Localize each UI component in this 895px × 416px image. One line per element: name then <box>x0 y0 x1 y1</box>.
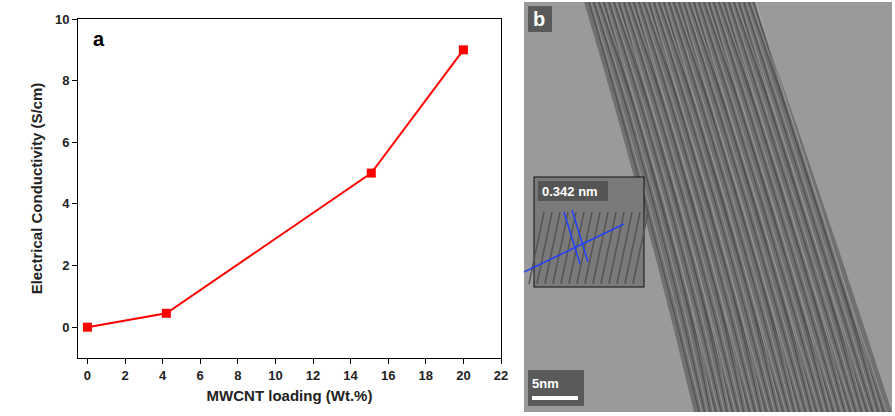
svg-text:12: 12 <box>306 368 320 383</box>
svg-text:10: 10 <box>55 12 69 27</box>
svg-text:a: a <box>93 28 105 50</box>
svg-text:2: 2 <box>121 368 128 383</box>
svg-text:4: 4 <box>62 196 70 211</box>
svg-text:6: 6 <box>62 135 69 150</box>
svg-text:22: 22 <box>494 368 508 383</box>
svg-text:0: 0 <box>84 368 91 383</box>
svg-text:b: b <box>533 8 545 30</box>
svg-text:8: 8 <box>62 73 69 88</box>
svg-text:MWCNT loading (Wt.%): MWCNT loading (Wt.%) <box>207 387 373 404</box>
svg-text:16: 16 <box>381 368 395 383</box>
svg-text:6: 6 <box>197 368 204 383</box>
svg-text:4: 4 <box>159 368 167 383</box>
svg-text:5nm: 5nm <box>532 376 559 391</box>
svg-text:Electrical Conductivity (S/cm): Electrical Conductivity (S/cm) <box>28 83 45 295</box>
svg-text:14: 14 <box>343 368 358 383</box>
svg-text:0: 0 <box>62 320 69 335</box>
svg-text:2: 2 <box>62 258 69 273</box>
svg-text:10: 10 <box>268 368 282 383</box>
svg-text:18: 18 <box>419 368 433 383</box>
svg-text:0.342 nm: 0.342 nm <box>542 184 598 199</box>
svg-text:20: 20 <box>456 368 470 383</box>
svg-text:8: 8 <box>234 368 241 383</box>
